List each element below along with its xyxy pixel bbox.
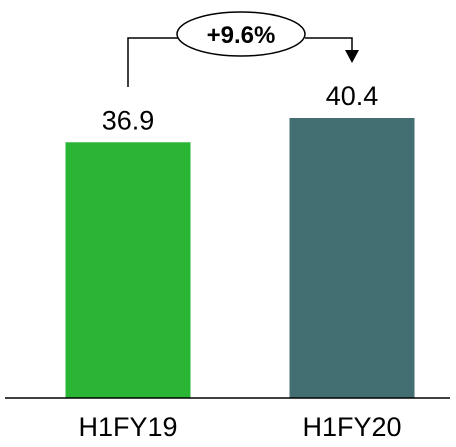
growth-percentage-label: +9.6% bbox=[207, 22, 276, 49]
bar-h1fy19 bbox=[65, 142, 191, 398]
growth-connector-right bbox=[305, 37, 353, 50]
growth-bubble bbox=[176, 11, 306, 57]
value-labels-group: 36.9 40.4 bbox=[102, 81, 379, 135]
growth-annotation: +9.6% bbox=[127, 11, 359, 87]
bars-group bbox=[65, 118, 415, 398]
value-label-h1fy19: 36.9 bbox=[102, 105, 155, 135]
growth-arrowhead bbox=[345, 50, 359, 63]
growth-connector-left bbox=[127, 37, 178, 87]
x-tick-label-h1fy19: H1FY19 bbox=[78, 412, 177, 442]
x-tick-labels-group: H1FY19 H1FY20 bbox=[78, 412, 401, 442]
bar-h1fy20 bbox=[289, 118, 415, 398]
x-tick-label-h1fy20: H1FY20 bbox=[302, 412, 401, 442]
value-label-h1fy20: 40.4 bbox=[326, 81, 379, 111]
